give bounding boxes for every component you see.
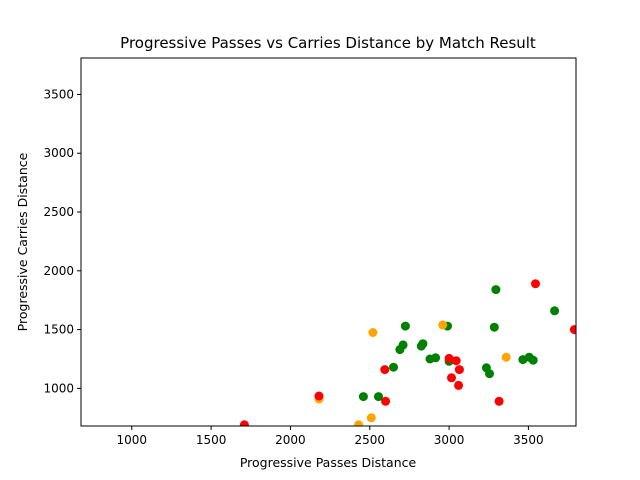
data-point [491, 285, 501, 295]
data-point [454, 365, 464, 375]
data-point [418, 339, 428, 349]
data-point [398, 340, 408, 350]
x-tick-label: 1500 [196, 433, 227, 447]
data-point [389, 362, 398, 372]
y-tick-label: 1500 [43, 323, 74, 337]
data-point [531, 279, 540, 289]
data-point [358, 392, 368, 402]
data-point [314, 391, 324, 401]
x-tick-label: 2500 [354, 433, 385, 447]
data-point [501, 352, 511, 362]
data-point [550, 306, 560, 316]
y-tick-label: 2500 [43, 205, 74, 219]
x-tick-label: 3000 [434, 433, 465, 447]
data-point [451, 356, 461, 366]
x-tick-label: 1000 [116, 433, 147, 447]
x-axis-ticks: 1000 1500 2000 2500 3000 3500 [116, 426, 544, 447]
y-tick-label: 3000 [43, 146, 74, 160]
y-tick-label: 2000 [43, 264, 74, 278]
x-axis-label: Progressive Passes Distance [240, 455, 417, 470]
data-point [438, 320, 448, 330]
data-point [354, 420, 364, 426]
data-point [494, 396, 504, 406]
data-point [454, 380, 464, 390]
data-point [380, 365, 390, 375]
plot-points [239, 279, 576, 426]
y-axis-label: Progressive Carries Distance [15, 152, 30, 331]
data-point [569, 325, 576, 335]
data-point [374, 392, 383, 402]
data-point [368, 328, 378, 337]
plot-frame [80, 57, 577, 427]
data-point [366, 413, 376, 423]
data-point [239, 420, 249, 426]
y-tick-label: 3500 [43, 87, 74, 101]
data-point [431, 353, 441, 363]
x-tick-label: 2000 [275, 433, 306, 447]
data-point [447, 373, 456, 383]
data-point [381, 396, 391, 406]
data-point [444, 353, 454, 363]
chart-title: Progressive Passes vs Carries Distance b… [120, 34, 536, 52]
data-point [489, 322, 499, 332]
data-point [485, 369, 494, 379]
data-point [400, 321, 410, 331]
y-axis-ticks: 1000 1500 2000 2500 3000 3500 [43, 87, 81, 395]
data-point [528, 355, 538, 365]
y-tick-label: 1000 [43, 381, 74, 395]
x-tick-label: 3500 [513, 433, 544, 447]
